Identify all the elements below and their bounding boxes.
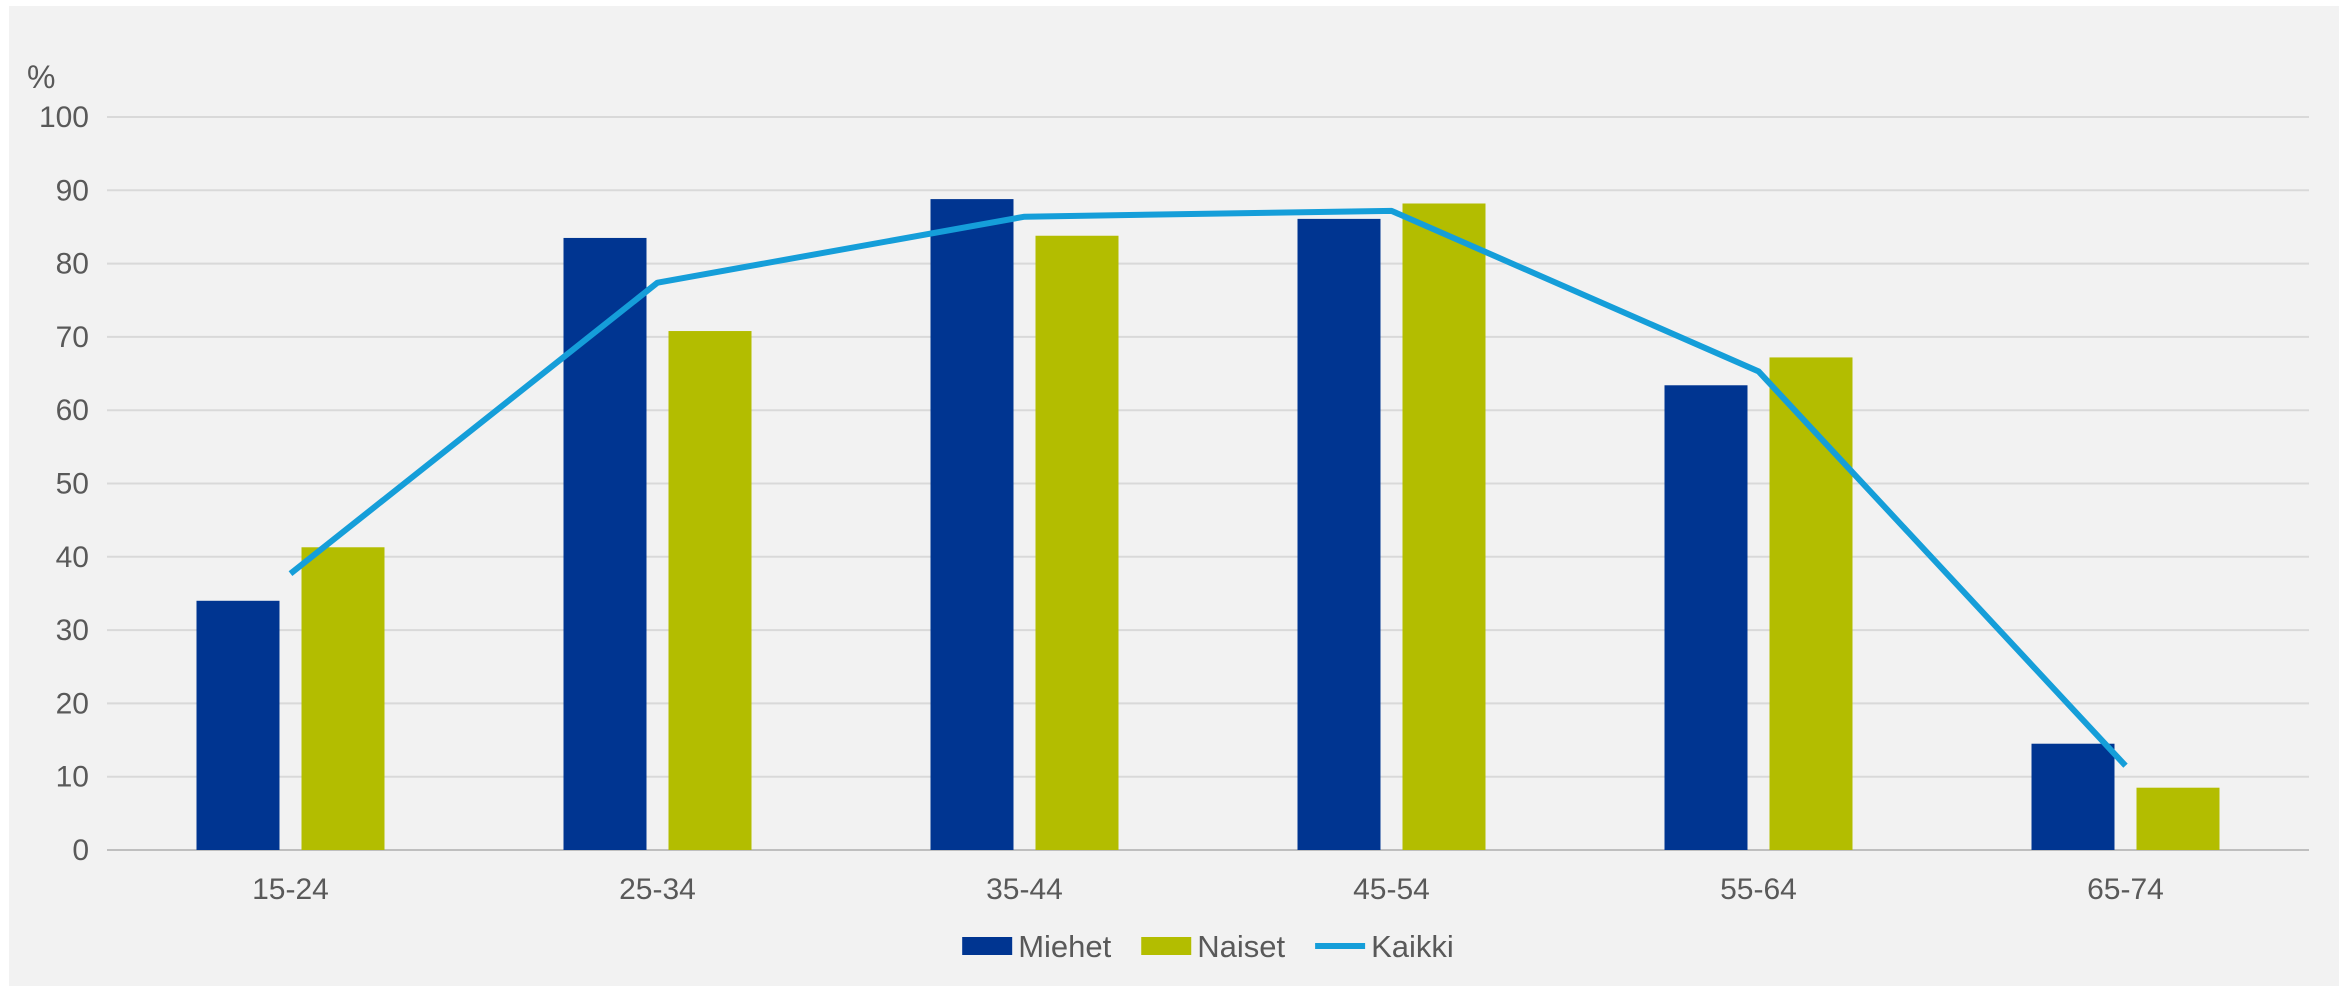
legend-label-naiset: Naiset (1197, 929, 1285, 964)
legend-label-miehet: Miehet (1018, 929, 1111, 964)
legend-label-kaikki: Kaikki (1371, 929, 1454, 964)
legend-swatch-naiset (1141, 937, 1192, 955)
bar-miehet-55-64 (1664, 385, 1748, 850)
line-series (288, 207, 2128, 768)
bar-miehet-15-24 (196, 600, 280, 850)
y-tick-label: 0 (72, 834, 89, 867)
legend: Miehet Naiset Kaikki (962, 929, 1454, 964)
x-tick-label: 25-34 (619, 873, 696, 906)
bar-naiset-55-64 (1769, 357, 1853, 850)
gridlines (107, 116, 2309, 851)
y-tick-label: 60 (56, 394, 89, 427)
x-tick-label: 55-64 (1720, 873, 1797, 906)
bar-naiset-65-74 (2136, 787, 2220, 850)
bars (196, 199, 2220, 851)
bar-naiset-15-24 (301, 547, 385, 850)
y-tick-label: 50 (56, 468, 89, 501)
bar-miehet-25-34 (563, 237, 647, 850)
bar-naiset-35-44 (1035, 235, 1119, 851)
chart-svg: % 0 10 20 30 40 50 60 70 80 90 100 15-24 25-34 35-44… (27, 59, 2309, 964)
y-tick-label: 30 (56, 614, 89, 647)
bar-miehet-65-74 (2031, 743, 2115, 850)
bar-miehet-35-44 (930, 199, 1014, 850)
legend-swatch-miehet (962, 937, 1013, 955)
chart-panel: % 0 10 20 30 40 50 60 70 80 90 100 15-24 25-34 35-44… (9, 6, 2339, 986)
y-tick-label: 100 (39, 101, 89, 134)
y-axis-unit-label: % (27, 59, 55, 95)
x-tick-label: 15-24 (252, 873, 329, 906)
y-tick-label: 80 (56, 248, 89, 281)
bar-naiset-45-54 (1402, 203, 1486, 850)
y-tick-label: 70 (56, 321, 89, 354)
y-tick-label: 40 (56, 541, 89, 574)
line-kaikki (288, 207, 2128, 768)
x-tick-label: 45-54 (1353, 873, 1430, 906)
bar-miehet-45-54 (1297, 218, 1381, 851)
y-tick-label: 90 (56, 174, 89, 207)
x-axis-tick-labels: 15-24 25-34 35-44 45-54 55-64 65-74 (252, 873, 2164, 906)
y-axis-tick-labels: 0 10 20 30 40 50 60 70 80 90 100 (39, 101, 89, 867)
x-tick-label: 35-44 (986, 873, 1063, 906)
y-tick-label: 20 (56, 687, 89, 720)
x-tick-label: 65-74 (2087, 873, 2164, 906)
bar-naiset-25-34 (668, 331, 752, 850)
y-tick-label: 10 (56, 761, 89, 794)
